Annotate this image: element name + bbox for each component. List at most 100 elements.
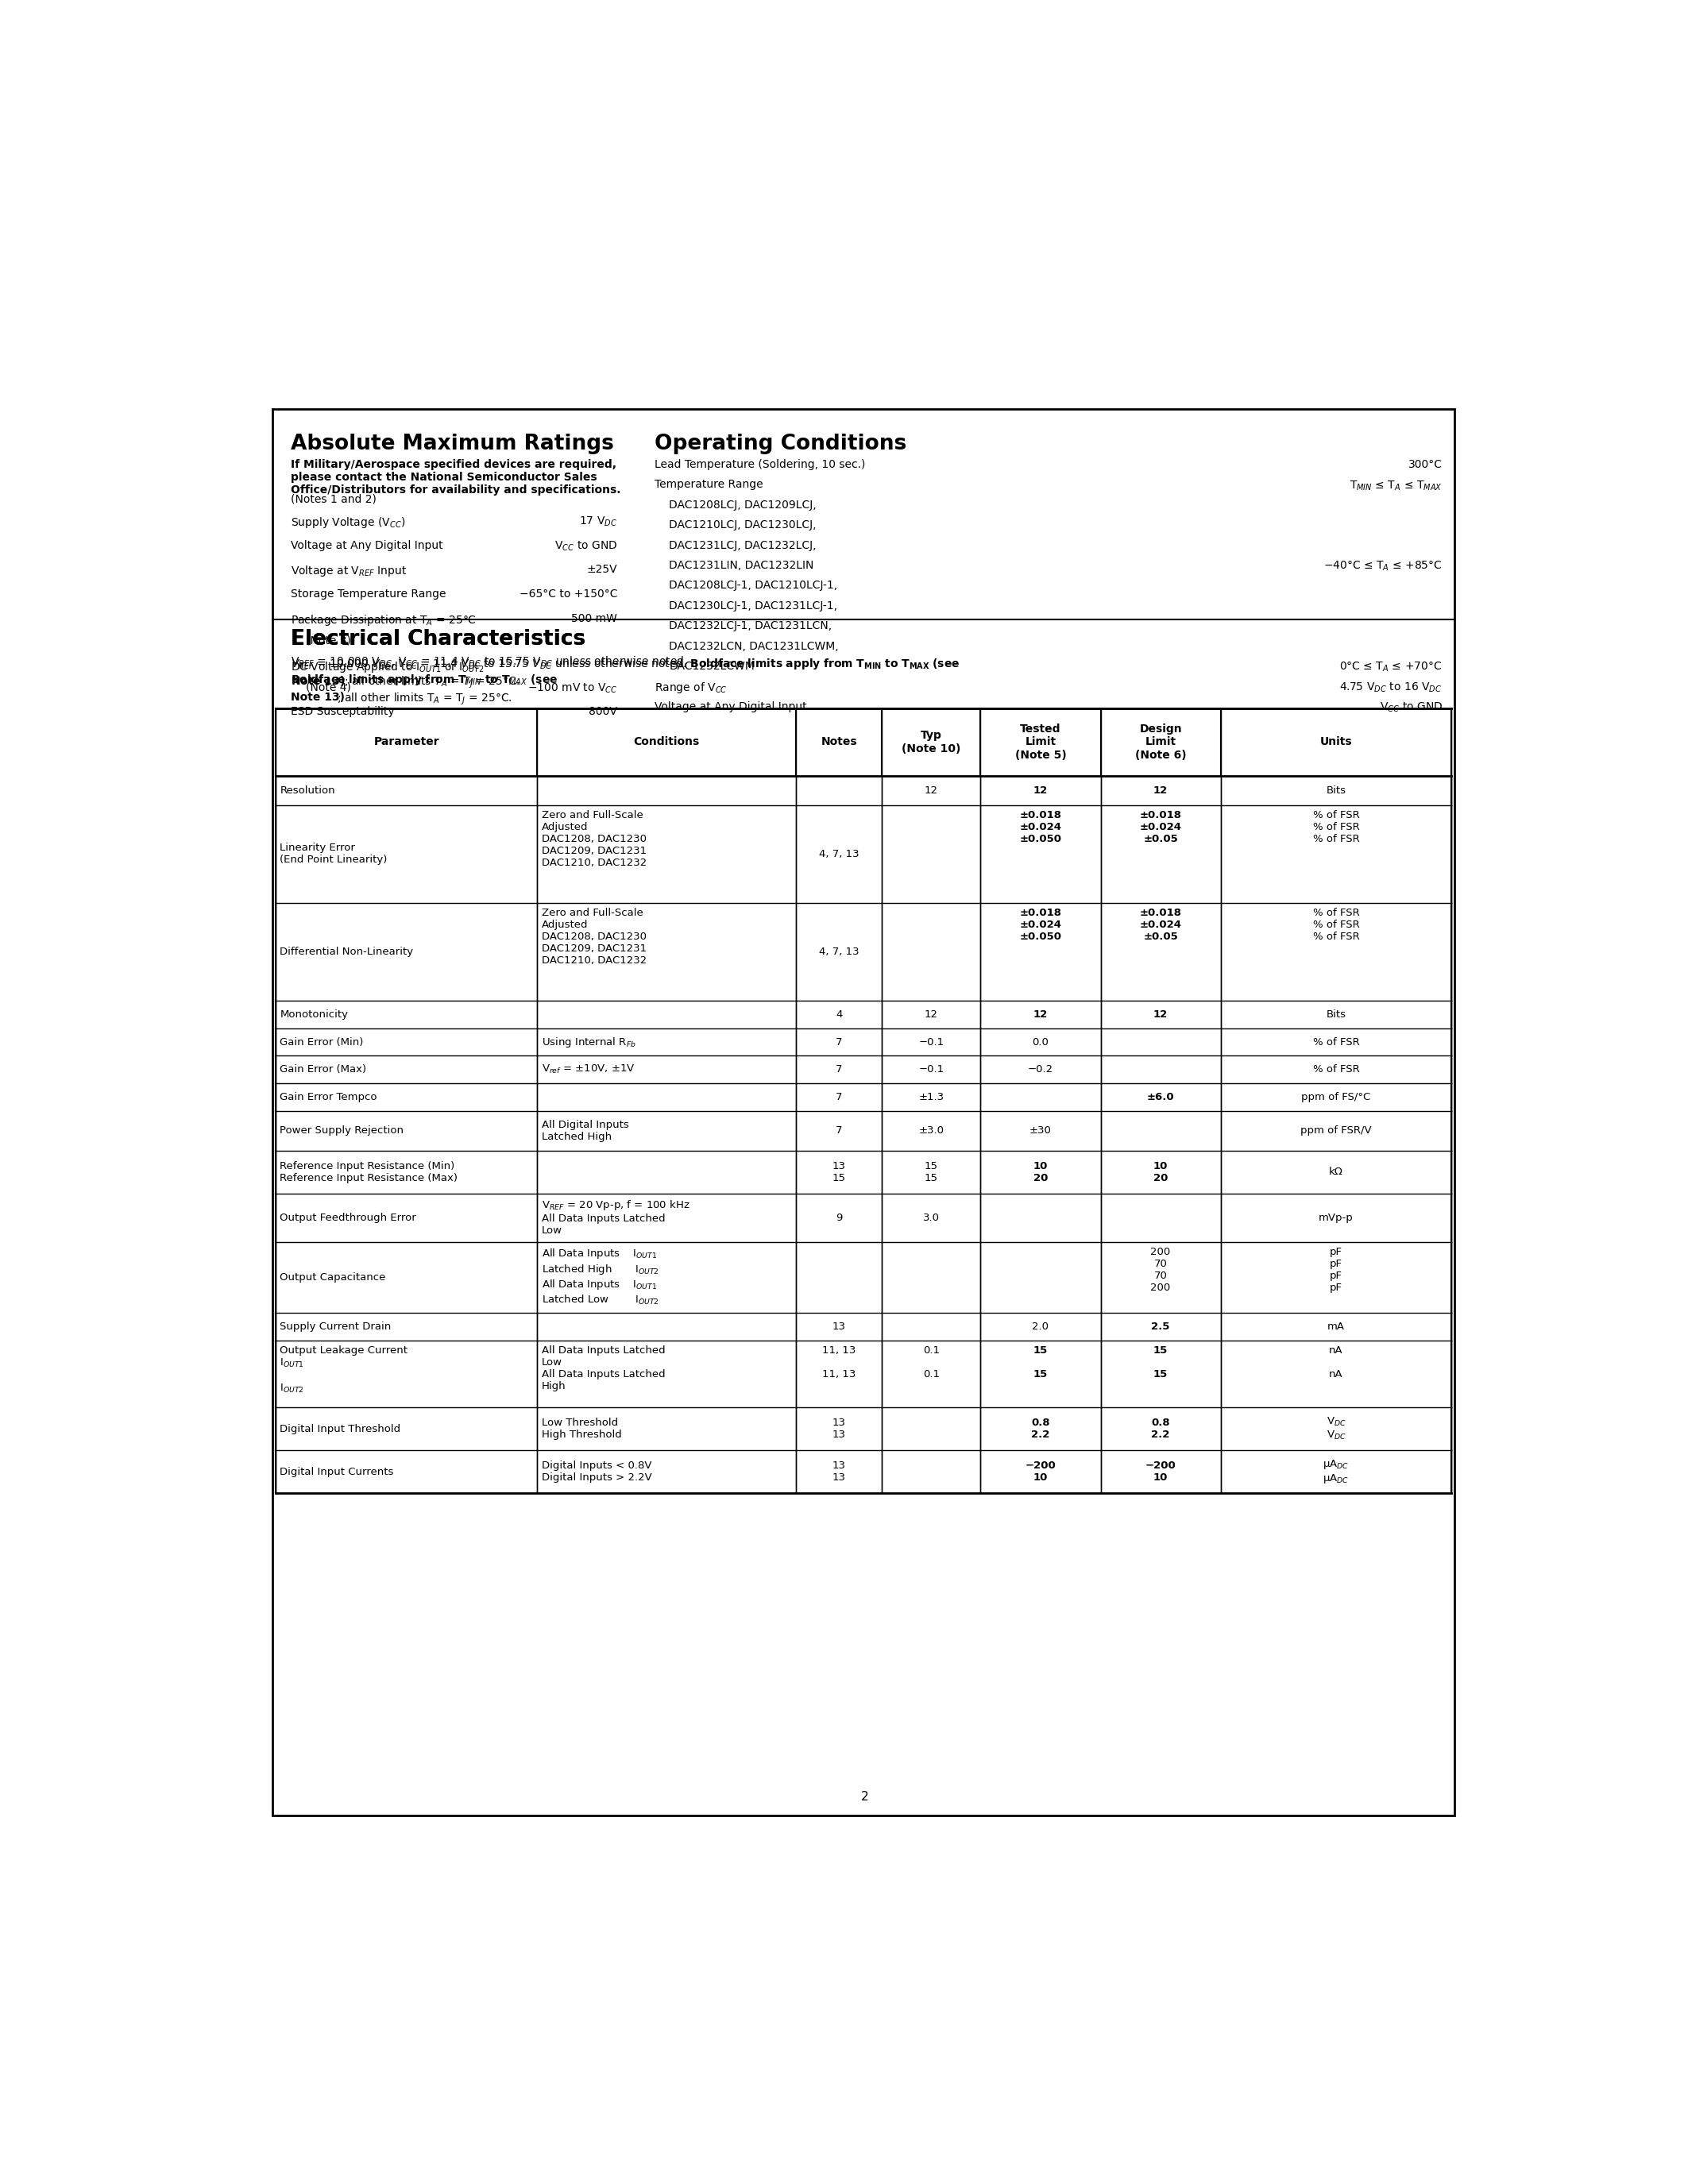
- Text: ±6.0: ±6.0: [1146, 1092, 1175, 1103]
- Text: Digital Input Threshold: Digital Input Threshold: [280, 1424, 400, 1435]
- Text: Storage Temperature Range: Storage Temperature Range: [290, 590, 446, 601]
- Text: Monotonicity: Monotonicity: [280, 1009, 348, 1020]
- Text: 13
15: 13 15: [832, 1162, 846, 1184]
- Text: 10
20: 10 20: [1033, 1162, 1048, 1184]
- Text: DAC1232LCN, DAC1231LCWM,: DAC1232LCN, DAC1231LCWM,: [668, 640, 839, 651]
- Text: Low Threshold
High Threshold: Low Threshold High Threshold: [542, 1417, 621, 1439]
- Text: Note 13): Note 13): [290, 692, 344, 703]
- Text: 7: 7: [836, 1037, 842, 1048]
- Text: DAC1231LIN, DAC1232LIN: DAC1231LIN, DAC1232LIN: [668, 559, 814, 570]
- Text: ±25V: ±25V: [587, 563, 618, 574]
- Text: ±1.3: ±1.3: [918, 1092, 944, 1103]
- Text: Supply Voltage (V$_{CC}$): Supply Voltage (V$_{CC}$): [290, 515, 405, 529]
- Text: Typ
(Note 10): Typ (Note 10): [901, 729, 960, 753]
- Text: 15

15: 15 15: [1153, 1345, 1168, 1380]
- Text: DAC1208LCJ-1, DAC1210LCJ-1,: DAC1208LCJ-1, DAC1210LCJ-1,: [668, 581, 837, 592]
- Text: Bits: Bits: [1327, 786, 1345, 795]
- Text: % of FSR: % of FSR: [1313, 1037, 1359, 1048]
- Text: 13
13: 13 13: [832, 1461, 846, 1483]
- Text: (Notes 1 and 2): (Notes 1 and 2): [290, 494, 376, 505]
- Text: Design
Limit
(Note 6): Design Limit (Note 6): [1134, 723, 1187, 760]
- Text: Output Leakage Current
I$_{OUT1}$

I$_{OUT2}$: Output Leakage Current I$_{OUT1}$ I$_{OU…: [280, 1345, 408, 1396]
- Text: 0.8
2.2: 0.8 2.2: [1031, 1417, 1050, 1439]
- Text: 13: 13: [832, 1321, 846, 1332]
- Text: Output Feedthrough Error: Output Feedthrough Error: [280, 1212, 417, 1223]
- Text: 800V: 800V: [589, 705, 618, 716]
- Text: V$_{CC}$ to GND: V$_{CC}$ to GND: [1379, 701, 1442, 714]
- Text: 200
70
70
200: 200 70 70 200: [1151, 1247, 1171, 1293]
- Text: Output Capacitance: Output Capacitance: [280, 1273, 387, 1282]
- Text: Range of V$_{CC}$: Range of V$_{CC}$: [655, 681, 728, 695]
- Text: mVp-p: mVp-p: [1318, 1212, 1354, 1223]
- Text: DAC1210LCJ, DAC1230LCJ,: DAC1210LCJ, DAC1230LCJ,: [668, 520, 817, 531]
- Text: ESD Susceptability: ESD Susceptability: [290, 705, 395, 716]
- Text: 4.75 V$_{DC}$ to 16 V$_{DC}$: 4.75 V$_{DC}$ to 16 V$_{DC}$: [1340, 681, 1442, 695]
- Text: 9: 9: [836, 1212, 842, 1223]
- Text: Linearity Error
(End Point Linearity): Linearity Error (End Point Linearity): [280, 843, 388, 865]
- Text: ±0.018
±0.024
±0.050: ±0.018 ±0.024 ±0.050: [1020, 810, 1062, 845]
- Text: ±0.018
±0.024
±0.050: ±0.018 ±0.024 ±0.050: [1020, 909, 1062, 941]
- Text: 12: 12: [1033, 786, 1048, 795]
- Text: % of FSR
% of FSR
% of FSR: % of FSR % of FSR % of FSR: [1313, 909, 1359, 941]
- Text: 2: 2: [861, 1791, 869, 1804]
- Text: −0.1: −0.1: [918, 1037, 944, 1048]
- Text: Gain Error Tempco: Gain Error Tempco: [280, 1092, 376, 1103]
- Text: 17 V$_{DC}$: 17 V$_{DC}$: [579, 515, 618, 529]
- Text: ppm of FS/°C: ppm of FS/°C: [1301, 1092, 1371, 1103]
- Text: −100 mV to V$_{CC}$: −100 mV to V$_{CC}$: [527, 681, 618, 695]
- Text: 0.8
2.2: 0.8 2.2: [1151, 1417, 1170, 1439]
- Text: 12: 12: [1153, 786, 1168, 795]
- Text: V$_{REF}$ = 10.000 V$_{DC}$, V$_{CC}$ = 11.4 V$_{DC}$ to 15.75 V$_{DC}$ unless o: V$_{REF}$ = 10.000 V$_{DC}$, V$_{CC}$ = …: [290, 655, 689, 668]
- Text: Gain Error (Max): Gain Error (Max): [280, 1064, 366, 1075]
- Text: Package Dissipation at T$_A$ = 25°C: Package Dissipation at T$_A$ = 25°C: [290, 614, 476, 627]
- Text: Operating Conditions: Operating Conditions: [655, 432, 906, 454]
- Text: $\bf{Note\ 13)}$; all other limits $T_A$ = $T_J$ = 25°C.: $\bf{Note\ 13)}$; all other limits $T_A$…: [290, 675, 520, 690]
- Text: % of FSR: % of FSR: [1313, 1064, 1359, 1075]
- Text: −40°C ≤ T$_A$ ≤ +85°C: −40°C ≤ T$_A$ ≤ +85°C: [1323, 559, 1442, 572]
- Text: All Data Inputs    I$_{OUT1}$
Latched High       I$_{OUT2}$
All Data Inputs    I: All Data Inputs I$_{OUT1}$ Latched High …: [542, 1247, 658, 1306]
- Text: 12: 12: [1033, 1009, 1048, 1020]
- Text: ; all other limits T$_A$ = T$_J$ = 25°C.: ; all other limits T$_A$ = T$_J$ = 25°C.: [338, 692, 513, 708]
- Text: Zero and Full-Scale
Adjusted
DAC1208, DAC1230
DAC1209, DAC1231
DAC1210, DAC1232: Zero and Full-Scale Adjusted DAC1208, DA…: [542, 909, 647, 965]
- Text: ±3.0: ±3.0: [918, 1125, 944, 1136]
- Text: 4, 7, 13: 4, 7, 13: [819, 946, 859, 957]
- Text: 15

15: 15 15: [1033, 1345, 1048, 1380]
- Text: 4: 4: [836, 1009, 842, 1020]
- Text: $V_{REF}$ = 10.000 $V_{DC}$, $V_{CC}$ = 11.4 $V_{DC}$ to 15.75 $V_{DC}$ unless o: $V_{REF}$ = 10.000 $V_{DC}$, $V_{CC}$ = …: [290, 657, 960, 670]
- Text: Supply Current Drain: Supply Current Drain: [280, 1321, 392, 1332]
- Text: Absolute Maximum Ratings: Absolute Maximum Ratings: [290, 432, 614, 454]
- Text: 15
15: 15 15: [925, 1162, 939, 1184]
- Text: All Data Inputs Latched
Low
All Data Inputs Latched
High: All Data Inputs Latched Low All Data Inp…: [542, 1345, 665, 1391]
- Text: Power Supply Rejection: Power Supply Rejection: [280, 1125, 403, 1136]
- Text: 0.0: 0.0: [1033, 1037, 1048, 1048]
- Text: ±0.018
±0.024
±0.05: ±0.018 ±0.024 ±0.05: [1139, 810, 1182, 845]
- Text: −0.2: −0.2: [1028, 1064, 1053, 1075]
- Text: DAC1232LCJ-1, DAC1231LCN,: DAC1232LCJ-1, DAC1231LCN,: [668, 620, 832, 631]
- Text: 12: 12: [925, 1009, 939, 1020]
- Text: DAC1232LCWM: DAC1232LCWM: [668, 662, 755, 673]
- Text: Gain Error (Min): Gain Error (Min): [280, 1037, 363, 1048]
- Text: Units: Units: [1320, 736, 1352, 747]
- Text: 500 mW: 500 mW: [571, 614, 618, 625]
- Text: ±30: ±30: [1030, 1125, 1052, 1136]
- Text: V$_{ref}$ = ±10V, ±1V: V$_{ref}$ = ±10V, ±1V: [542, 1064, 635, 1075]
- Text: −65°C to +150°C: −65°C to +150°C: [520, 590, 618, 601]
- Text: 3.0: 3.0: [923, 1212, 940, 1223]
- Text: % of FSR
% of FSR
% of FSR: % of FSR % of FSR % of FSR: [1313, 810, 1359, 845]
- Text: Using Internal R$_{Fb}$: Using Internal R$_{Fb}$: [542, 1035, 636, 1048]
- Text: DC Voltage Applied to I$_{OUT1}$ or I$_{OUT2}$: DC Voltage Applied to I$_{OUT1}$ or I$_{…: [290, 660, 484, 675]
- Text: 13
13: 13 13: [832, 1417, 846, 1439]
- Text: nA

nA: nA nA: [1328, 1345, 1344, 1380]
- Text: 0.1

0.1: 0.1 0.1: [923, 1345, 940, 1380]
- Text: Lead Temperature (Soldering, 10 sec.): Lead Temperature (Soldering, 10 sec.): [655, 459, 864, 470]
- Text: Zero and Full-Scale
Adjusted
DAC1208, DAC1230
DAC1209, DAC1231
DAC1210, DAC1232: Zero and Full-Scale Adjusted DAC1208, DA…: [542, 810, 647, 867]
- Text: V$_{REF}$ = 20 Vp-p, f = 100 kHz
All Data Inputs Latched
Low: V$_{REF}$ = 20 Vp-p, f = 100 kHz All Dat…: [542, 1199, 690, 1236]
- Text: −0.1: −0.1: [918, 1064, 944, 1075]
- Text: Resolution: Resolution: [280, 786, 336, 795]
- Text: (Note 4): (Note 4): [306, 681, 351, 692]
- Text: If Military/Aerospace specified devices are required,
please contact the Nationa: If Military/Aerospace specified devices …: [290, 459, 621, 496]
- Text: (Note 3): (Note 3): [306, 636, 351, 646]
- Text: Voltage at Any Digital Input: Voltage at Any Digital Input: [655, 701, 807, 712]
- Text: Tested
Limit
(Note 5): Tested Limit (Note 5): [1014, 723, 1067, 760]
- Text: All Digital Inputs
Latched High: All Digital Inputs Latched High: [542, 1120, 628, 1142]
